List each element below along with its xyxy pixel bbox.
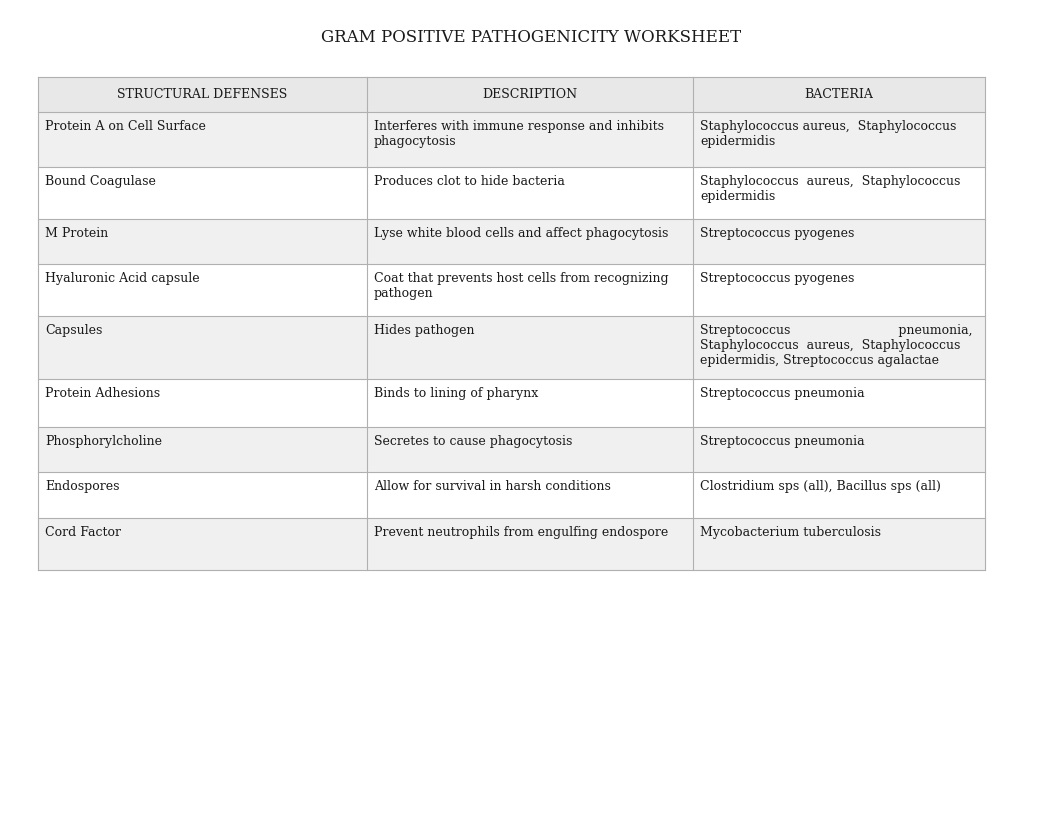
Text: BACTERIA: BACTERIA (805, 88, 873, 101)
Bar (38, 77, 984, 112)
Text: Lyse white blood cells and affect phagocytosis: Lyse white blood cells and affect phagoc… (374, 227, 668, 240)
Text: Mycobacterium tuberculosis: Mycobacterium tuberculosis (700, 526, 881, 539)
Bar (38, 472, 984, 518)
Bar (38, 316, 984, 379)
Text: Streptococcus pyogenes: Streptococcus pyogenes (700, 227, 854, 240)
Text: Produces clot to hide bacteria: Produces clot to hide bacteria (374, 175, 565, 188)
Text: Endospores: Endospores (45, 480, 120, 493)
Text: Hyaluronic Acid capsule: Hyaluronic Acid capsule (45, 272, 200, 285)
Text: GRAM POSITIVE PATHOGENICITY WORKSHEET: GRAM POSITIVE PATHOGENICITY WORKSHEET (321, 30, 741, 47)
Text: Secretes to cause phagocytosis: Secretes to cause phagocytosis (374, 435, 572, 448)
Bar (38, 379, 984, 427)
Text: Streptococcus pyogenes: Streptococcus pyogenes (700, 272, 854, 285)
Text: M Protein: M Protein (45, 227, 108, 240)
Text: Prevent neutrophils from engulfing endospore: Prevent neutrophils from engulfing endos… (374, 526, 668, 539)
Text: Streptococcus                           pneumonia,
Staphylococcus  aureus,  Stap: Streptococcus pneumonia, Staphylococcus … (700, 324, 973, 367)
Text: DESCRIPTION: DESCRIPTION (482, 88, 578, 101)
Bar (38, 167, 984, 219)
Text: Protein Adhesions: Protein Adhesions (45, 387, 160, 400)
Text: Capsules: Capsules (45, 324, 102, 337)
Text: Binds to lining of pharynx: Binds to lining of pharynx (374, 387, 538, 400)
Text: STRUCTURAL DEFENSES: STRUCTURAL DEFENSES (118, 88, 288, 101)
Bar (38, 112, 984, 167)
Text: Phosphorylcholine: Phosphorylcholine (45, 435, 162, 448)
Text: Streptococcus pneumonia: Streptococcus pneumonia (700, 387, 864, 400)
Text: Allow for survival in harsh conditions: Allow for survival in harsh conditions (374, 480, 611, 493)
Text: Interferes with immune response and inhibits
phagocytosis: Interferes with immune response and inhi… (374, 120, 664, 148)
Text: Hides pathogen: Hides pathogen (374, 324, 475, 337)
Bar (38, 264, 984, 316)
Text: Protein A on Cell Surface: Protein A on Cell Surface (45, 120, 206, 133)
Text: Staphylococcus aureus,  Staphylococcus
epidermidis: Staphylococcus aureus, Staphylococcus ep… (700, 120, 957, 148)
Text: Staphylococcus  aureus,  Staphylococcus
epidermidis: Staphylococcus aureus, Staphylococcus ep… (700, 175, 960, 203)
Text: Clostridium sps (all), Bacillus sps (all): Clostridium sps (all), Bacillus sps (all… (700, 480, 941, 493)
Bar (38, 427, 984, 472)
Text: Streptococcus pneumonia: Streptococcus pneumonia (700, 435, 864, 448)
Text: Cord Factor: Cord Factor (45, 526, 121, 539)
Text: Bound Coagulase: Bound Coagulase (45, 175, 156, 188)
Text: Coat that prevents host cells from recognizing
pathogen: Coat that prevents host cells from recog… (374, 272, 669, 300)
Bar (38, 219, 984, 264)
Bar (38, 518, 984, 570)
